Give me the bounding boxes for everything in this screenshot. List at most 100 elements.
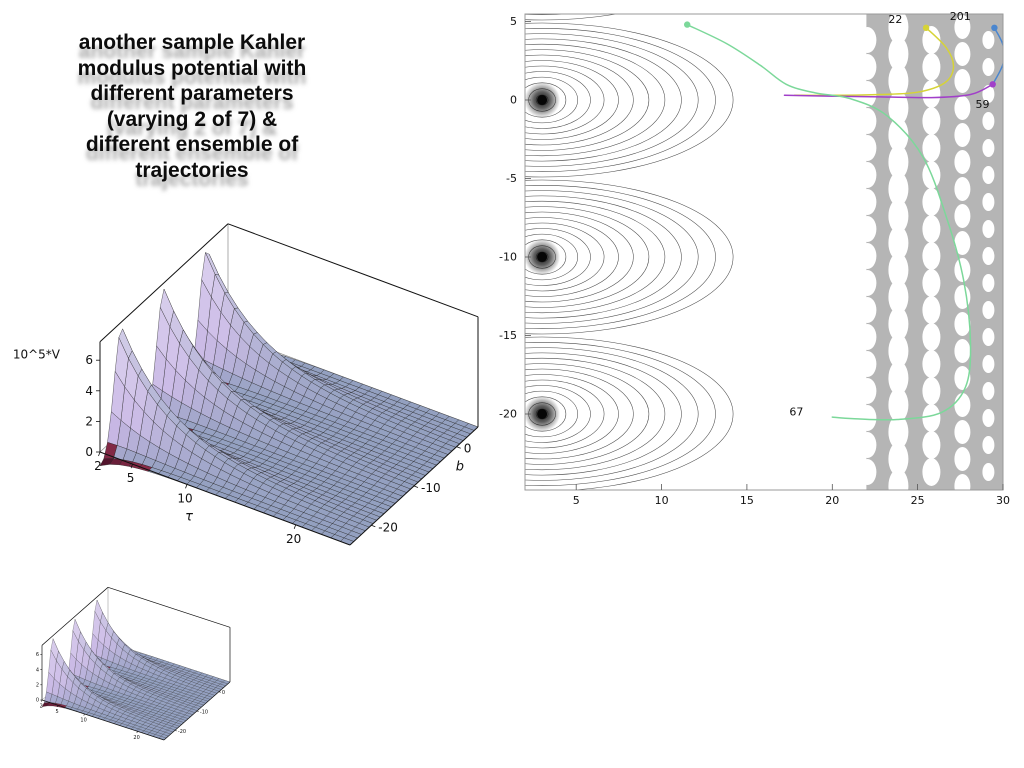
shaded-region-scallop — [954, 285, 971, 309]
shaded-region-scallop — [858, 297, 877, 323]
plot-box-edge — [41, 699, 165, 741]
plot-box-edge — [130, 463, 133, 469]
shaded-region-scallop — [858, 162, 877, 188]
shaded-region-scallop — [858, 432, 877, 458]
trajectory-dot-59 — [989, 81, 996, 88]
plot-box-edge — [99, 223, 229, 343]
shaded-region-scallop — [982, 247, 995, 265]
shaded-region-scallop — [922, 323, 941, 351]
shaded-region-scallop — [982, 382, 995, 400]
shaded-region-scallop — [888, 361, 909, 395]
plot-box-edge — [174, 730, 177, 732]
plot-box-edge — [83, 713, 85, 716]
contour-line — [525, 347, 699, 481]
z-axis-label: 10^5*V — [13, 348, 61, 362]
x-axis-tick-label: 2 — [40, 704, 43, 710]
contour-line — [525, 76, 578, 124]
contour-line — [525, 14, 618, 21]
shaded-region-scallop — [888, 415, 909, 449]
shaded-region-scallop — [922, 242, 941, 270]
z-axis-tick-label: 2 — [36, 683, 39, 689]
plot-box-edge — [136, 731, 138, 734]
shaded-region-scallop — [922, 458, 941, 486]
shaded-region-scallop — [888, 442, 909, 476]
contour-line — [525, 379, 605, 449]
z-axis-tick-label: 2 — [85, 414, 93, 428]
contour-core-dot — [537, 95, 548, 105]
y-axis-tick-label: -15 — [499, 329, 517, 342]
shaded-region-scallop — [922, 80, 941, 108]
contour-line — [525, 54, 634, 146]
shaded-region-scallop — [922, 26, 941, 54]
shaded-region-scallop — [888, 388, 909, 422]
shaded-region-scallop — [858, 351, 877, 377]
contour-line — [525, 211, 634, 303]
shaded-region-scallop — [858, 54, 877, 80]
plot-box-edge — [41, 587, 109, 646]
shaded-region-scallop — [954, 393, 971, 417]
shaded-region-scallop — [858, 108, 877, 134]
shaded-region-scallop — [858, 405, 877, 431]
contour-line — [525, 190, 699, 324]
trajectory-label-67: 67 — [789, 406, 803, 419]
shaded-region-scallop — [858, 27, 877, 53]
shaded-region-scallop — [888, 14, 909, 44]
plot-box-edge — [371, 524, 376, 528]
shaded-region-scallop — [888, 145, 909, 179]
shaded-region-scallop — [982, 166, 995, 184]
contour-line — [525, 385, 591, 443]
shaded-region-scallop — [888, 253, 909, 287]
shaded-region-scallop — [982, 85, 995, 103]
shaded-region-scallop — [982, 58, 995, 76]
trajectory-59 — [783, 83, 994, 99]
contour-line — [525, 22, 734, 178]
y-axis-tick-label: 0 — [510, 94, 517, 107]
contour-line — [525, 185, 716, 329]
shaded-region-scallop — [858, 216, 877, 242]
x-axis-tick-label: 25 — [911, 494, 925, 507]
contour-line — [525, 228, 591, 286]
shaded-region-scallop — [858, 459, 877, 485]
contour-frame — [524, 13, 1004, 491]
y-axis-tick-label: -10 — [421, 481, 441, 495]
contour-line — [525, 200, 666, 314]
shaded-region-scallop — [954, 177, 971, 201]
shaded-region-scallop — [922, 107, 941, 135]
x-axis-tick-label: 5 — [56, 709, 59, 715]
shaded-region-scallop — [888, 469, 909, 490]
shaded-region-scallop — [888, 199, 909, 233]
contour-line — [525, 43, 666, 157]
shaded-region-scallop — [954, 339, 971, 363]
contour-line — [525, 65, 605, 135]
shaded-region-scallop — [922, 377, 941, 405]
x-axis-tick-label: 20 — [825, 494, 839, 507]
shaded-region-scallop — [982, 274, 995, 292]
shaded-region-scallop — [954, 123, 971, 147]
shaded-region-scallop — [954, 312, 971, 336]
contour-line — [386, 0, 698, 9]
surface-mesh-cell — [99, 458, 114, 466]
contour-line — [525, 342, 716, 486]
y-axis-label: b — [456, 459, 464, 474]
trajectory-label-59: 59 — [976, 98, 990, 111]
contour-line — [403, 0, 682, 4]
y-axis-tick-label: -10 — [499, 251, 517, 264]
plot-box-edge — [41, 699, 43, 702]
contour-line — [525, 390, 578, 438]
x-axis-label: τ — [185, 509, 193, 524]
contour-line — [525, 179, 734, 335]
contour-line — [525, 60, 619, 140]
plot-box-edge — [107, 586, 231, 628]
plot-box-edge — [99, 451, 351, 546]
plot-box-edge — [456, 446, 461, 449]
y-axis-tick-label: -20 — [378, 520, 398, 534]
contour-line — [525, 233, 578, 281]
trajectory-22 — [793, 27, 955, 97]
y-axis-tick-label: 0 — [222, 690, 225, 696]
shaded-region-scallop — [954, 42, 971, 66]
shaded-region-scallop — [888, 280, 909, 314]
shaded-region-scallop — [922, 134, 941, 162]
shaded-region-scallop — [858, 243, 877, 269]
shaded-region-scallop — [922, 269, 941, 297]
shaded-region-scallop — [954, 69, 971, 93]
